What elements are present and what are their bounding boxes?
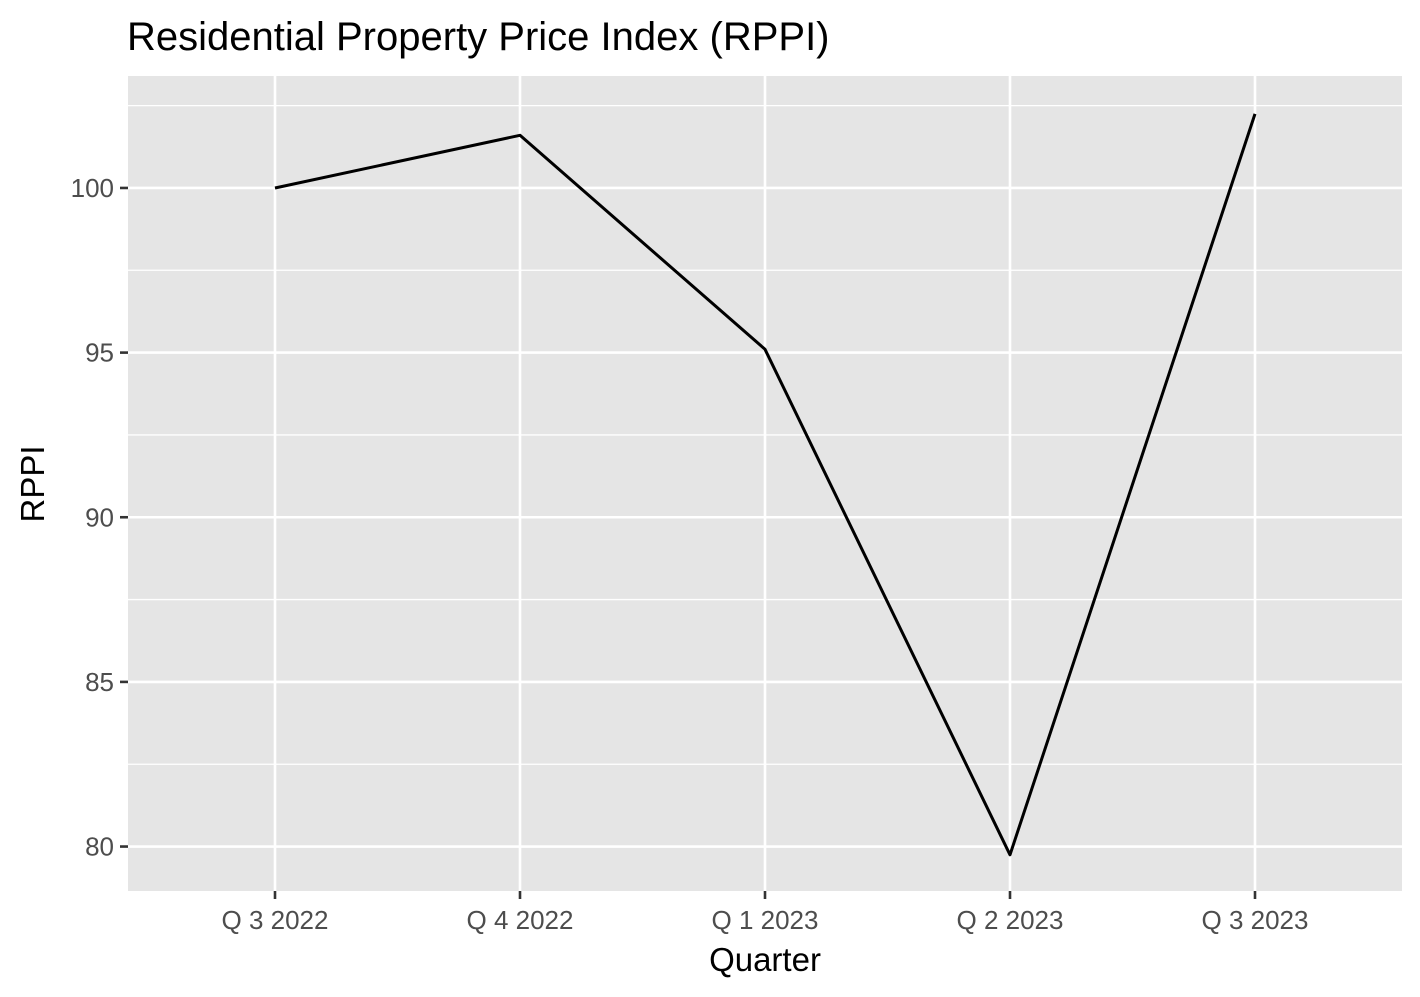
y-axis: 80 85 90 95 100 bbox=[71, 173, 128, 862]
series-line-rppi bbox=[274, 113, 1257, 857]
x-axis: Q 3 2022 Q 4 2022 Q 1 2023 Q 2 2023 Q 3 2023 bbox=[222, 891, 1309, 935]
y-tick-label: 95 bbox=[85, 338, 114, 368]
y-tick-label: 80 bbox=[85, 832, 114, 862]
y-tick-label: 90 bbox=[85, 502, 114, 532]
major-gridlines bbox=[128, 76, 1402, 891]
x-tick-label: Q 2 2023 bbox=[957, 905, 1064, 935]
y-tick-label: 100 bbox=[71, 173, 114, 203]
x-tick-label: Q 1 2023 bbox=[712, 905, 819, 935]
x-tick-label: Q 3 2023 bbox=[1202, 905, 1309, 935]
chart-title: Residential Property Price Index (RPPI) bbox=[127, 15, 830, 59]
series-layer bbox=[274, 113, 1257, 857]
y-tick-label: 85 bbox=[85, 667, 114, 697]
y-axis-title: RPPI bbox=[14, 445, 51, 522]
x-tick-label: Q 4 2022 bbox=[467, 905, 574, 935]
x-tick-label: Q 3 2022 bbox=[222, 905, 329, 935]
x-axis-title: Quarter bbox=[709, 941, 821, 978]
